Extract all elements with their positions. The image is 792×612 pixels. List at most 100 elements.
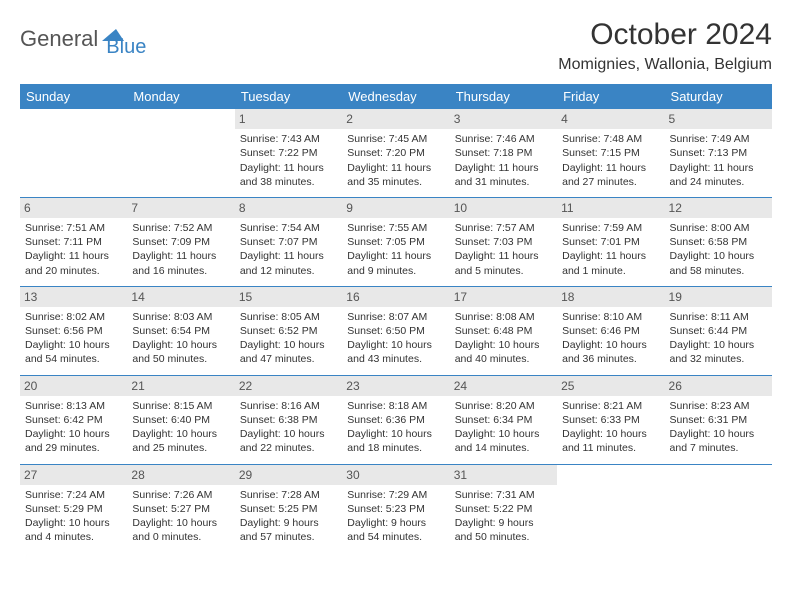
calendar-cell: 27Sunrise: 7:24 AMSunset: 5:29 PMDayligh… <box>20 465 127 553</box>
calendar-cell: 16Sunrise: 8:07 AMSunset: 6:50 PMDayligh… <box>342 287 449 375</box>
sunset-text: Sunset: 7:15 PM <box>562 146 659 160</box>
calendar-cell: 30Sunrise: 7:29 AMSunset: 5:23 PMDayligh… <box>342 465 449 553</box>
daylight-text: and 31 minutes. <box>455 175 552 189</box>
sunset-text: Sunset: 6:33 PM <box>562 413 659 427</box>
daylight-text: Daylight: 10 hours <box>132 516 229 530</box>
daylight-text: Daylight: 10 hours <box>25 427 122 441</box>
day-number: 20 <box>20 376 127 396</box>
day-number: 25 <box>557 376 664 396</box>
daylight-text: and 57 minutes. <box>240 530 337 544</box>
daylight-text: and 29 minutes. <box>25 441 122 455</box>
day-number: 27 <box>20 465 127 485</box>
daylight-text: Daylight: 11 hours <box>562 161 659 175</box>
daylight-text: Daylight: 11 hours <box>562 249 659 263</box>
sunset-text: Sunset: 7:22 PM <box>240 146 337 160</box>
calendar-cell: 4 Sunrise: 7:48 AMSunset: 7:15 PMDaylight… <box>557 109 664 197</box>
day-number: 5 <box>665 109 772 129</box>
weekday-header: Monday <box>127 84 234 109</box>
daylight-text: Daylight: 10 hours <box>132 427 229 441</box>
month-title: October 2024 <box>558 18 772 52</box>
day-number: 15 <box>235 287 342 307</box>
calendar-cell: 3Sunrise: 7:46 AMSunset: 7:18 PMDaylight… <box>450 109 557 197</box>
sunset-text: Sunset: 7:11 PM <box>25 235 122 249</box>
sunset-text: Sunset: 6:44 PM <box>670 324 767 338</box>
sunset-text: Sunset: 7:03 PM <box>455 235 552 249</box>
sunset-text: Sunset: 7:01 PM <box>562 235 659 249</box>
calendar-cell: 22Sunrise: 8:16 AMSunset: 6:38 PMDayligh… <box>235 376 342 464</box>
sunrise-text: Sunrise: 8:21 AM <box>562 399 659 413</box>
daylight-text: Daylight: 10 hours <box>132 338 229 352</box>
logo-part2: Blue <box>106 36 146 59</box>
sunset-text: Sunset: 7:18 PM <box>455 146 552 160</box>
calendar-cell <box>557 465 664 553</box>
daylight-text: and 7 minutes. <box>670 441 767 455</box>
sunrise-text: Sunrise: 7:26 AM <box>132 488 229 502</box>
daylight-text: Daylight: 11 hours <box>347 249 444 263</box>
sunrise-text: Sunrise: 7:54 AM <box>240 221 337 235</box>
day-number: 4 <box>557 109 664 129</box>
daylight-text: and 12 minutes. <box>240 264 337 278</box>
daylight-text: and 54 minutes. <box>25 352 122 366</box>
calendar-cell <box>665 465 772 553</box>
day-number: 12 <box>665 198 772 218</box>
sunrise-text: Sunrise: 8:03 AM <box>132 310 229 324</box>
sunset-text: Sunset: 7:09 PM <box>132 235 229 249</box>
sunset-text: Sunset: 6:38 PM <box>240 413 337 427</box>
sunset-text: Sunset: 6:46 PM <box>562 324 659 338</box>
calendar-cell: 24Sunrise: 8:20 AMSunset: 6:34 PMDayligh… <box>450 376 557 464</box>
calendar-cell <box>20 109 127 197</box>
sunset-text: Sunset: 6:50 PM <box>347 324 444 338</box>
calendar-cell: 25 Sunrise: 8:21 AMSunset: 6:33 PMDayligh… <box>557 376 664 464</box>
weekday-header: Friday <box>557 84 664 109</box>
sunrise-text: Sunrise: 7:57 AM <box>455 221 552 235</box>
daylight-text: and 43 minutes. <box>347 352 444 366</box>
sunset-text: Sunset: 7:13 PM <box>670 146 767 160</box>
daylight-text: Daylight: 9 hours <box>240 516 337 530</box>
calendar-cell: 1Sunrise: 7:43 AMSunset: 7:22 PMDaylight… <box>235 109 342 197</box>
daylight-text: Daylight: 10 hours <box>347 338 444 352</box>
calendar-cell: 13Sunrise: 8:02 AMSunset: 6:56 PMDayligh… <box>20 287 127 375</box>
daylight-text: Daylight: 11 hours <box>347 161 444 175</box>
calendar-cell: 31Sunrise: 7:31 AMSunset: 5:22 PMDayligh… <box>450 465 557 553</box>
daylight-text: Daylight: 10 hours <box>562 427 659 441</box>
sunrise-text: Sunrise: 7:51 AM <box>25 221 122 235</box>
sunset-text: Sunset: 6:34 PM <box>455 413 552 427</box>
day-number: 2 <box>342 109 449 129</box>
daylight-text: Daylight: 11 hours <box>455 249 552 263</box>
calendar-table: SundayMondayTuesdayWednesdayThursdayFrid… <box>20 84 772 552</box>
sunrise-text: Sunrise: 8:10 AM <box>562 310 659 324</box>
daylight-text: and 0 minutes. <box>132 530 229 544</box>
sunrise-text: Sunrise: 7:48 AM <box>562 132 659 146</box>
sunset-text: Sunset: 6:36 PM <box>347 413 444 427</box>
day-number: 26 <box>665 376 772 396</box>
daylight-text: Daylight: 9 hours <box>347 516 444 530</box>
sunrise-text: Sunrise: 8:16 AM <box>240 399 337 413</box>
daylight-text: and 32 minutes. <box>670 352 767 366</box>
sunrise-text: Sunrise: 7:24 AM <box>25 488 122 502</box>
sunset-text: Sunset: 6:42 PM <box>25 413 122 427</box>
daylight-text: and 4 minutes. <box>25 530 122 544</box>
weekday-header: Thursday <box>450 84 557 109</box>
day-number: 18 <box>557 287 664 307</box>
day-number: 14 <box>127 287 234 307</box>
day-number: 8 <box>235 198 342 218</box>
calendar-cell: 20Sunrise: 8:13 AMSunset: 6:42 PMDayligh… <box>20 376 127 464</box>
sunset-text: Sunset: 5:27 PM <box>132 502 229 516</box>
calendar-cell: 23Sunrise: 8:18 AMSunset: 6:36 PMDayligh… <box>342 376 449 464</box>
sunrise-text: Sunrise: 7:28 AM <box>240 488 337 502</box>
logo: General Blue <box>20 18 146 59</box>
sunset-text: Sunset: 6:40 PM <box>132 413 229 427</box>
weekday-header: Sunday <box>20 84 127 109</box>
daylight-text: Daylight: 10 hours <box>347 427 444 441</box>
location-label: Momignies, Wallonia, Belgium <box>558 56 772 74</box>
sunset-text: Sunset: 5:22 PM <box>455 502 552 516</box>
daylight-text: and 16 minutes. <box>132 264 229 278</box>
daylight-text: Daylight: 10 hours <box>240 427 337 441</box>
day-number: 13 <box>20 287 127 307</box>
daylight-text: Daylight: 11 hours <box>240 161 337 175</box>
daylight-text: and 24 minutes. <box>670 175 767 189</box>
calendar-cell: 6Sunrise: 7:51 AMSunset: 7:11 PMDaylight… <box>20 198 127 286</box>
sunrise-text: Sunrise: 8:20 AM <box>455 399 552 413</box>
daylight-text: and 20 minutes. <box>25 264 122 278</box>
daylight-text: Daylight: 10 hours <box>670 249 767 263</box>
